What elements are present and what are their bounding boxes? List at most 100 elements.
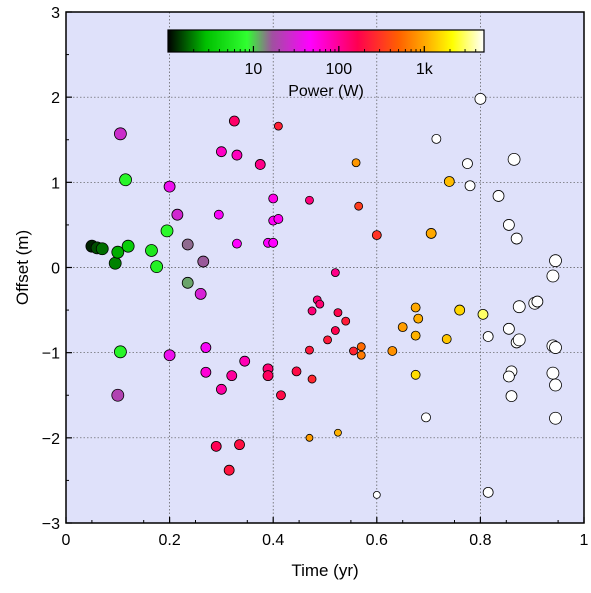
y-tick-label: 1 — [51, 175, 60, 192]
scatter-point — [502, 219, 515, 231]
scatter-point — [323, 335, 332, 345]
scatter-point — [111, 388, 125, 402]
scatter-point — [108, 256, 122, 270]
scatter-point — [549, 254, 562, 268]
scatter-point — [477, 308, 489, 320]
x-axis-label: Time (yr) — [291, 561, 358, 580]
y-tick-label: −3 — [42, 516, 60, 533]
scatter-point — [410, 330, 421, 341]
scatter-point — [121, 239, 135, 253]
colorbar-tick-label: 1k — [416, 61, 434, 78]
scatter-point — [356, 342, 366, 352]
scatter-point — [119, 173, 132, 187]
scatter-point — [354, 201, 364, 211]
scatter-point — [454, 304, 466, 316]
scatter-point — [262, 370, 274, 382]
scatter-point — [197, 255, 210, 268]
y-tick-label: −2 — [42, 431, 60, 448]
scatter-point — [215, 383, 227, 395]
scatter-point — [113, 345, 127, 359]
scatter-point — [531, 295, 544, 308]
scatter-point — [160, 224, 174, 238]
scatter-point — [210, 440, 222, 452]
scatter-point — [502, 370, 515, 383]
scatter-point — [181, 238, 194, 251]
colorbar: 10 100 1k Power (W) — [167, 29, 485, 100]
y-tick-label: −1 — [42, 346, 60, 363]
scatter-point — [397, 322, 408, 333]
scatter-point — [371, 230, 382, 241]
scatter-point — [502, 322, 515, 335]
scatter-point — [163, 349, 176, 362]
scatter-point — [234, 439, 245, 451]
x-tick-label: 0.2 — [158, 532, 180, 549]
scatter-point — [215, 146, 227, 158]
scatter-point — [341, 316, 351, 326]
scatter-point — [307, 306, 317, 316]
scatter-point — [113, 127, 127, 141]
scatter-point — [372, 490, 381, 499]
scatter-points — [85, 92, 562, 499]
scatter-point — [200, 366, 212, 378]
scatter-point — [226, 370, 238, 382]
scatter-point — [549, 411, 562, 425]
scatter-point — [351, 158, 361, 168]
scatter-point — [223, 464, 235, 476]
scatter-point — [273, 214, 284, 224]
x-tick-label: 1 — [580, 532, 589, 549]
scatter-point — [421, 412, 431, 423]
scatter-point — [200, 342, 212, 353]
scatter-point — [507, 152, 521, 166]
x-tick-label: 0.6 — [366, 532, 388, 549]
scatter-point — [464, 180, 476, 192]
scatter-point — [268, 237, 279, 248]
x-tick-label: 0 — [62, 532, 71, 549]
scatter-point — [273, 121, 283, 131]
scatter-point — [492, 190, 505, 202]
scatter-point — [441, 334, 452, 344]
scatter-point — [228, 115, 240, 127]
scatter-point — [305, 195, 314, 205]
scatter-point — [232, 238, 242, 249]
scatter-point — [334, 428, 342, 437]
scatter-point — [145, 244, 158, 257]
scatter-point — [549, 378, 562, 392]
colorbar-tick-label: 10 — [245, 61, 263, 78]
scatter-point — [413, 313, 424, 324]
scatter-point — [474, 92, 487, 105]
colorbar-tick-label: 100 — [326, 61, 353, 78]
scatter-point — [546, 366, 560, 380]
colorbar-gradient — [167, 29, 485, 53]
scatter-point — [549, 341, 562, 354]
scatter-point — [505, 390, 518, 403]
axes: 0 0.2 0.4 0.6 0.8 1 −3 −2 −1 0 1 2 3 — [42, 5, 589, 549]
scatter-point — [482, 486, 494, 498]
scatter-point — [231, 149, 243, 161]
scatter-point — [462, 158, 473, 169]
scatter-point — [333, 308, 343, 318]
scatter-point — [254, 159, 266, 170]
scatter-point — [171, 208, 184, 221]
scatter-point — [330, 326, 340, 335]
scatter-point — [307, 374, 317, 384]
scatter-point — [95, 242, 109, 256]
scatter-point — [239, 355, 251, 367]
scatter-point — [194, 288, 207, 300]
scatter-point — [546, 269, 560, 283]
scatter-point — [387, 346, 398, 356]
scatter-point — [150, 260, 164, 274]
scatter-point — [356, 350, 366, 360]
scatter-point — [349, 346, 358, 356]
scatter-point — [512, 300, 526, 314]
y-axis-label: Offset (m) — [13, 230, 32, 305]
scatter-point — [510, 232, 523, 245]
scatter-point — [410, 302, 421, 313]
colorbar-label: Power (W) — [288, 83, 364, 100]
scatter-point — [410, 369, 421, 380]
scatter-point — [443, 176, 455, 187]
scatter-point — [181, 276, 194, 289]
scatter-point — [482, 331, 494, 342]
x-tick-label: 0.8 — [469, 532, 491, 549]
x-tick-label: 0.4 — [262, 532, 284, 549]
